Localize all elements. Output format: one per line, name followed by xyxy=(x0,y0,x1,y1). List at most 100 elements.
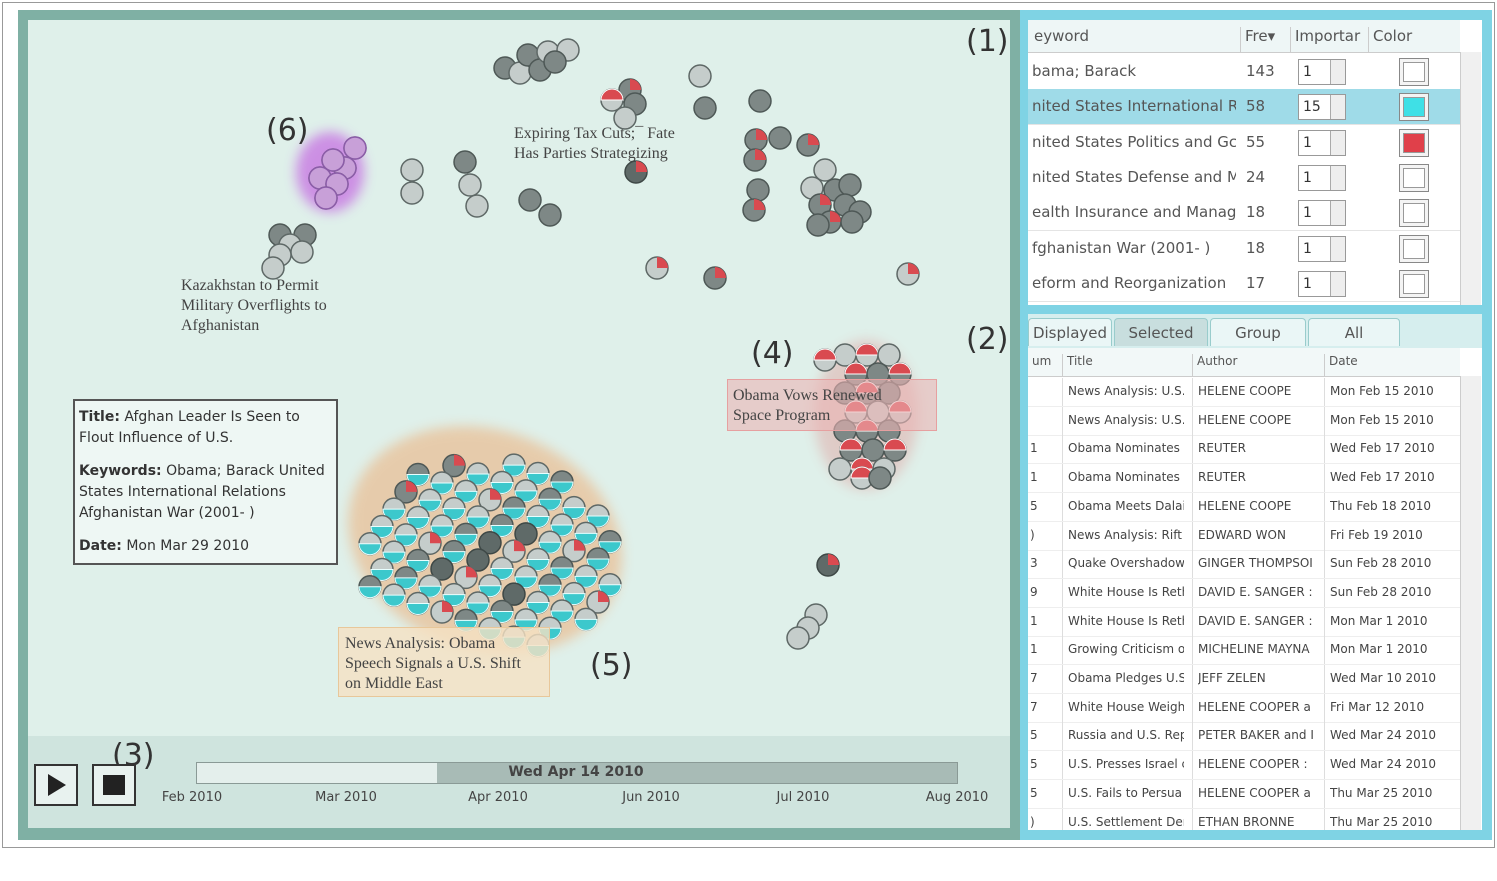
spinner[interactable]: 1 xyxy=(1298,59,1346,85)
color-button[interactable] xyxy=(1399,163,1429,192)
doc-share xyxy=(813,348,837,361)
spinner-value: 1 xyxy=(1303,134,1312,151)
doc-node xyxy=(321,148,345,172)
cell: 1 xyxy=(1030,441,1038,456)
spinner[interactable]: 1 xyxy=(1298,129,1346,156)
spinner[interactable]: 15 xyxy=(1298,94,1346,121)
table-row[interactable] xyxy=(1028,159,1460,196)
cell-divider xyxy=(1062,722,1063,751)
cell: 7 xyxy=(1030,671,1038,685)
cell: 5 xyxy=(1030,728,1038,743)
table-row[interactable] xyxy=(1028,665,1460,694)
doc-share xyxy=(715,267,726,278)
table-row[interactable] xyxy=(1028,54,1460,90)
table-row[interactable] xyxy=(1028,195,1460,232)
column-header[interactable]: Fre▾ xyxy=(1240,27,1289,53)
doc-node xyxy=(518,188,542,212)
table-row[interactable] xyxy=(1028,464,1460,494)
spinner[interactable]: 1 xyxy=(1298,164,1346,191)
cell-divider xyxy=(1192,636,1193,665)
cell: HELENE COOPER a xyxy=(1198,785,1311,800)
cell: 24 xyxy=(1246,167,1266,186)
cell: Growing Criticism of xyxy=(1068,642,1184,657)
cell: 5 xyxy=(1030,498,1038,513)
table-row[interactable] xyxy=(1028,265,1460,302)
doc-share xyxy=(883,438,907,451)
play-button[interactable] xyxy=(34,764,78,806)
cell: Mon Feb 15 2010 xyxy=(1330,384,1434,398)
tab[interactable]: Displayed xyxy=(1028,318,1112,346)
column-header[interactable]: eyword xyxy=(1034,27,1089,45)
spinner[interactable]: 1 xyxy=(1298,270,1346,297)
scrollbar[interactable] xyxy=(1460,376,1481,830)
spinner[interactable]: 1 xyxy=(1298,200,1346,227)
table-row[interactable] xyxy=(1028,435,1460,465)
spinner-value: 15 xyxy=(1303,99,1321,116)
column-header[interactable]: Date xyxy=(1324,354,1459,376)
field-value: Mon Mar 29 2010 xyxy=(126,538,250,554)
spinner[interactable]: 1 xyxy=(1298,235,1346,262)
column-header[interactable]: um xyxy=(1032,354,1052,368)
color-button[interactable] xyxy=(1399,58,1429,86)
cell: Thu Feb 18 2010 xyxy=(1330,498,1432,513)
field-value: Obama; Barack United States Internationa… xyxy=(79,463,325,521)
doc-share xyxy=(358,543,382,556)
table-row[interactable] xyxy=(1028,522,1460,551)
label-line: Obama Vows Renewed xyxy=(733,387,882,404)
scrollbar[interactable] xyxy=(1460,52,1481,305)
color-button[interactable] xyxy=(1399,269,1429,298)
marker: (5) xyxy=(590,648,633,683)
tab[interactable]: All xyxy=(1308,318,1400,346)
table-row[interactable] xyxy=(1028,550,1460,580)
color-button[interactable] xyxy=(1399,199,1429,228)
tick-label: Jun 2010 xyxy=(622,790,680,805)
article-table: um Title Author Date News Analysis: U.S. HELE… xyxy=(1028,348,1482,830)
column-header[interactable]: Color xyxy=(1368,27,1459,53)
cell: ETHAN BRONNE xyxy=(1198,814,1295,829)
cell-divider xyxy=(1324,808,1325,830)
cell: Mon Feb 15 2010 xyxy=(1330,412,1434,427)
table-row[interactable] xyxy=(1028,751,1460,781)
doc-node xyxy=(688,64,712,88)
table-row[interactable] xyxy=(1028,694,1460,723)
table-row[interactable] xyxy=(1028,780,1460,809)
table-row[interactable] xyxy=(1028,493,1460,522)
table-row[interactable] xyxy=(1028,579,1460,608)
column-header[interactable]: Author xyxy=(1192,354,1319,376)
table-row[interactable] xyxy=(1028,608,1460,637)
spinner-arrows xyxy=(1330,271,1345,296)
cell-divider xyxy=(1192,808,1193,830)
tab[interactable]: Selected xyxy=(1114,318,1208,346)
tick-label: Apr 2010 xyxy=(468,790,528,805)
table-row[interactable] xyxy=(1028,407,1460,436)
spinner-arrows xyxy=(1330,95,1345,120)
cell: 18 xyxy=(1246,238,1266,257)
table-row[interactable] xyxy=(1028,378,1460,407)
cell-divider xyxy=(1324,464,1325,493)
color-button[interactable] xyxy=(1399,234,1429,263)
doc-share xyxy=(636,161,647,172)
doc-node xyxy=(478,531,502,555)
table-row[interactable] xyxy=(1028,722,1460,752)
color-button[interactable] xyxy=(1399,128,1429,157)
column-header[interactable]: Importar xyxy=(1290,27,1365,53)
table-row[interactable] xyxy=(1028,636,1460,666)
slider-range xyxy=(197,763,437,783)
doc-share xyxy=(755,149,766,160)
cell: News Analysis: U.S. xyxy=(1068,412,1184,427)
cell-divider xyxy=(1062,808,1063,830)
doc-node xyxy=(693,96,717,120)
tab[interactable]: Group xyxy=(1210,318,1306,346)
stop-button[interactable] xyxy=(92,764,136,806)
cell: Thu Mar 25 2010 xyxy=(1330,814,1433,829)
column-header[interactable]: Title xyxy=(1062,354,1187,376)
table-header xyxy=(1028,348,1460,377)
color-button[interactable] xyxy=(1399,93,1429,122)
marker: (1) xyxy=(966,24,1009,59)
cell-divider xyxy=(1062,693,1063,722)
cell: ealth Insurance and Manag xyxy=(1032,203,1236,222)
table-row[interactable] xyxy=(1028,89,1460,126)
doc-share xyxy=(454,454,465,466)
cell-divider xyxy=(1062,550,1063,579)
